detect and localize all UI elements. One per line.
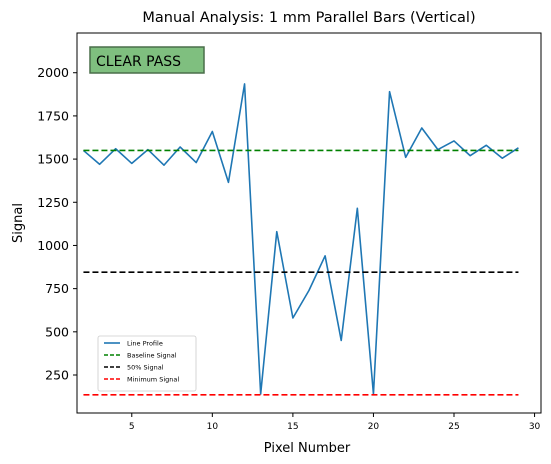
y-tick-label: 2000 xyxy=(37,65,69,80)
x-axis-label: Pixel Number xyxy=(264,441,351,456)
legend-label: 50% Signal xyxy=(127,364,164,372)
legend-frame xyxy=(97,335,197,392)
y-tick-label: 1000 xyxy=(37,238,69,253)
y-tick-label: 500 xyxy=(45,324,69,339)
legend-label: Baseline Signal xyxy=(127,352,177,360)
y-tick-label: 1500 xyxy=(37,152,69,167)
x-tick-label: 30 xyxy=(529,422,541,432)
x-tick-label: 10 xyxy=(207,422,219,432)
x-tick-label: 15 xyxy=(287,422,298,432)
x-tick-label: 20 xyxy=(368,422,380,432)
x-tick-label: 5 xyxy=(129,422,135,432)
legend-label: Minimum Signal xyxy=(127,376,179,384)
plot-frame xyxy=(76,32,542,414)
x-tick-label: 25 xyxy=(448,422,459,432)
y-tick-label: 1750 xyxy=(37,108,69,123)
legend: Line Profile Baseline Signal 50% Signal Min… xyxy=(97,335,197,392)
clear-pass-badge-box xyxy=(89,46,205,74)
y-axis-label: Signal xyxy=(11,203,26,243)
y-tick-label: 1250 xyxy=(37,195,69,210)
clear-pass-badge: CLEAR PASS xyxy=(89,46,205,74)
clear-pass-badge-text: CLEAR PASS xyxy=(96,54,181,70)
legend-label: Line Profile xyxy=(127,340,163,348)
chart-title: Manual Analysis: 1 mm Parallel Bars (Ver… xyxy=(142,10,475,26)
y-tick-label: 750 xyxy=(45,281,69,296)
series-line-0 xyxy=(82,83,519,395)
y-tick-label: 250 xyxy=(45,368,69,383)
